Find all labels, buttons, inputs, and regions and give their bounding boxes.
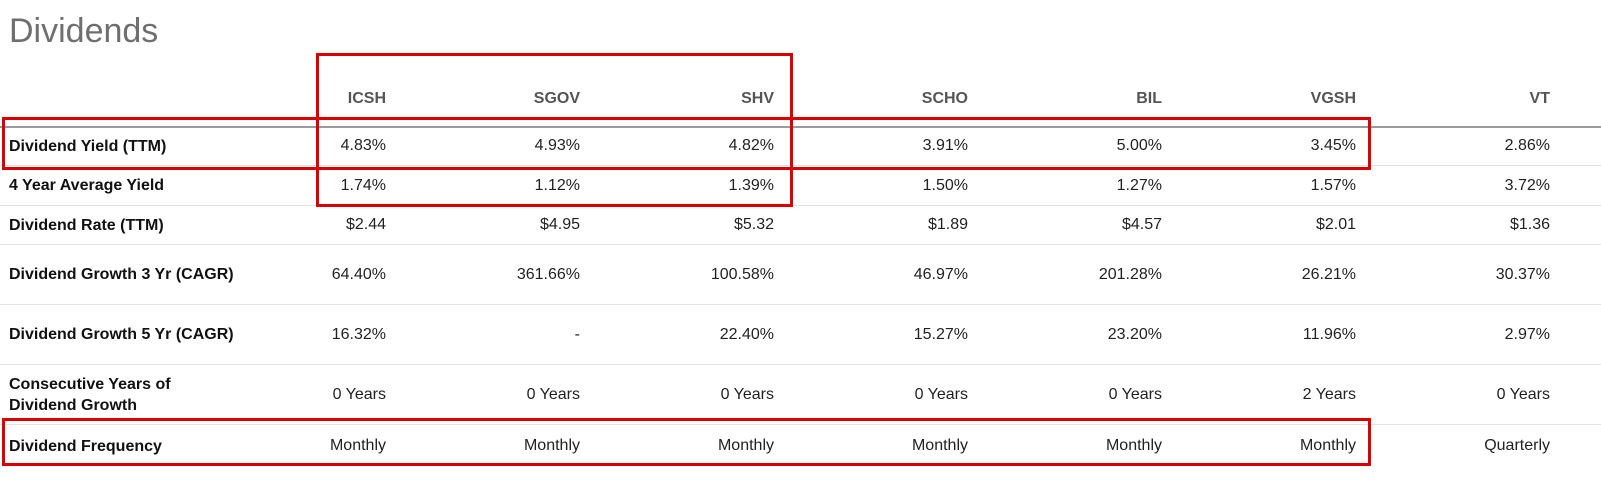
table-cell: $2.01 bbox=[1315, 216, 1356, 233]
table-row-consecutive-years: Consecutive Years of Dividend Growth 0 Y… bbox=[0, 365, 1601, 424]
row-divider bbox=[0, 364, 1601, 365]
column-header-vgsh[interactable]: VGSH bbox=[1310, 90, 1356, 107]
table-cell: 201.28% bbox=[1098, 265, 1162, 283]
column-header-vt[interactable]: VT bbox=[1529, 90, 1550, 107]
column-header-scho[interactable]: SCHO bbox=[921, 90, 968, 107]
table-cell: 30.37% bbox=[1495, 265, 1550, 283]
table-cell: 4.83% bbox=[340, 137, 386, 154]
table-row-frequency: Dividend Frequency Monthly Monthly Month… bbox=[0, 425, 1601, 467]
table-row-growth-5yr: Dividend Growth 5 Yr (CAGR) 16.32% - 22.… bbox=[0, 305, 1601, 364]
row-label: Dividend Frequency bbox=[9, 437, 162, 455]
column-header-bil[interactable]: BIL bbox=[1136, 90, 1162, 107]
table-row-dividend-yield: Dividend Yield (TTM) 4.83% 4.93% 4.82% 3… bbox=[0, 127, 1601, 165]
table-cell: 22.40% bbox=[719, 325, 774, 343]
table-cell: 3.72% bbox=[1504, 176, 1550, 194]
table-cell: 0 Years bbox=[720, 385, 774, 403]
table-cell: $4.95 bbox=[539, 216, 580, 233]
table-cell: Monthly bbox=[329, 437, 386, 454]
row-divider bbox=[0, 304, 1601, 305]
row-divider bbox=[0, 205, 1601, 206]
table-cell: 11.96% bbox=[1302, 325, 1356, 343]
row-label: Dividend Rate (TTM) bbox=[9, 216, 164, 234]
table-cell: 100.58% bbox=[710, 265, 774, 283]
table-cell: - bbox=[574, 325, 580, 343]
table-cell: 5.00% bbox=[1116, 137, 1162, 154]
column-header-icsh[interactable]: ICSH bbox=[347, 90, 386, 107]
table-cell: 4.93% bbox=[534, 137, 580, 154]
table-cell: 0 Years bbox=[1108, 385, 1162, 403]
table-cell: 0 Years bbox=[332, 385, 386, 403]
row-label: Consecutive Years of Dividend Growth bbox=[9, 375, 171, 414]
table-cell: 0 Years bbox=[1496, 385, 1550, 403]
table-cell: 2.86% bbox=[1504, 137, 1550, 154]
row-label: Dividend Yield (TTM) bbox=[9, 137, 167, 155]
table-row-dividend-rate: Dividend Rate (TTM) $2.44 $4.95 $5.32 $1… bbox=[0, 206, 1601, 244]
row-label: Dividend Growth 3 Yr (CAGR) bbox=[9, 266, 234, 283]
table-cell: $1.89 bbox=[927, 216, 968, 233]
table-cell: 2.97% bbox=[1504, 325, 1550, 343]
table-cell: $2.44 bbox=[345, 216, 386, 233]
table-cell: 3.45% bbox=[1310, 137, 1356, 154]
page-title: Dividends bbox=[9, 12, 159, 50]
table-cell: 1.27% bbox=[1116, 176, 1162, 194]
row-divider bbox=[0, 165, 1601, 166]
table-cell: 64.40% bbox=[331, 265, 386, 283]
row-divider bbox=[0, 244, 1601, 245]
table-cell: 1.39% bbox=[728, 176, 774, 194]
table-cell: 4.82% bbox=[728, 137, 774, 154]
table-cell: 0 Years bbox=[526, 385, 580, 403]
table-cell: 3.91% bbox=[922, 137, 968, 154]
table-cell: 15.27% bbox=[913, 325, 968, 343]
table-row-4yr-avg-yield: 4 Year Average Yield 1.74% 1.12% 1.39% 1… bbox=[0, 166, 1601, 205]
table-cell: Monthly bbox=[717, 437, 774, 454]
table-cell: $1.36 bbox=[1509, 216, 1550, 233]
table-cell: 1.12% bbox=[534, 176, 580, 194]
row-divider bbox=[0, 424, 1601, 425]
row-label: 4 Year Average Yield bbox=[9, 177, 165, 194]
table-cell: 361.66% bbox=[516, 265, 580, 283]
table-cell: Monthly bbox=[523, 437, 580, 454]
table-cell: Monthly bbox=[1299, 437, 1356, 454]
table-cell: 1.74% bbox=[340, 176, 386, 194]
row-label: Dividend Growth 5 Yr (CAGR) bbox=[9, 326, 234, 343]
table-cell: 1.50% bbox=[922, 176, 968, 194]
table-cell: 2 Years bbox=[1302, 385, 1356, 403]
table-header-row: ICSH SGOV SHV SCHO BIL VGSH VT bbox=[0, 80, 1601, 118]
table-cell: $4.57 bbox=[1121, 216, 1162, 233]
column-header-sgov[interactable]: SGOV bbox=[533, 90, 580, 107]
table-cell: 46.97% bbox=[913, 265, 968, 283]
table-cell: 1.57% bbox=[1310, 176, 1356, 194]
table-cell: Quarterly bbox=[1484, 437, 1550, 454]
table-cell: 0 Years bbox=[914, 385, 968, 403]
table-cell: 26.21% bbox=[1301, 265, 1356, 283]
table-cell: $5.32 bbox=[733, 216, 774, 233]
table-cell: 16.32% bbox=[331, 325, 386, 343]
table-row-growth-3yr: Dividend Growth 3 Yr (CAGR) 64.40% 361.6… bbox=[0, 245, 1601, 304]
column-header-shv[interactable]: SHV bbox=[741, 90, 774, 107]
header-divider bbox=[0, 126, 1601, 128]
table-cell: Monthly bbox=[911, 437, 968, 454]
table-cell: Monthly bbox=[1105, 437, 1162, 454]
table-cell: 23.20% bbox=[1107, 325, 1162, 343]
